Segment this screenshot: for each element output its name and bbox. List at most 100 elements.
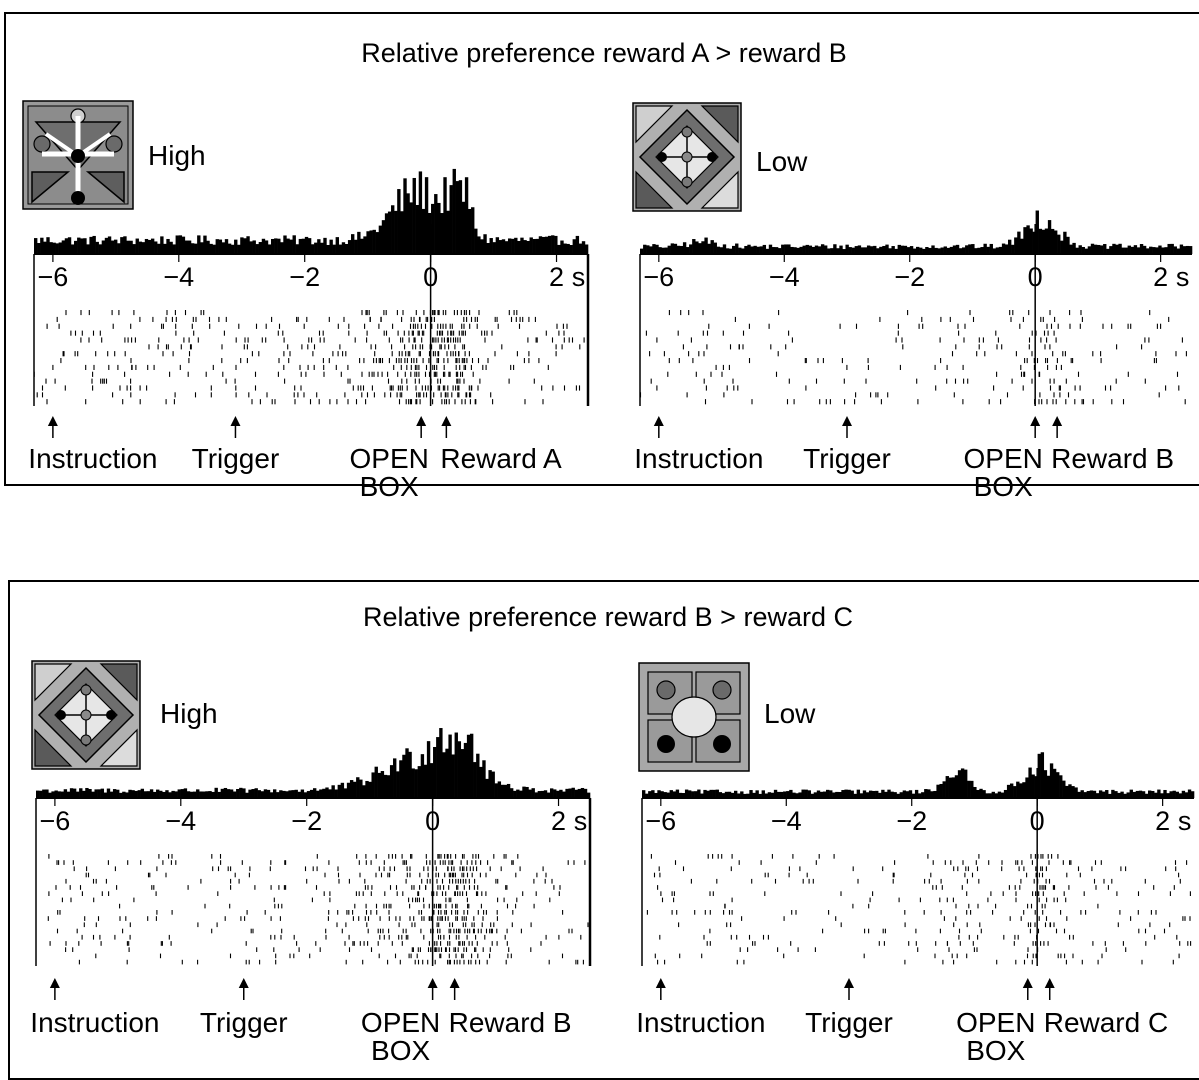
histogram-bar [46, 237, 50, 254]
histogram-bar [104, 237, 109, 254]
histogram-bar [177, 789, 181, 798]
histogram-bar [1080, 790, 1084, 798]
histogram-bar [503, 784, 508, 798]
histogram-bar [995, 247, 1000, 254]
histogram-bar [1178, 793, 1183, 798]
histogram-bar [977, 247, 981, 254]
histogram-bar [1182, 246, 1187, 254]
histogram-bar [372, 229, 376, 254]
histogram-bar [429, 763, 434, 798]
histogram-bar [698, 243, 702, 254]
histogram-bar [64, 238, 69, 254]
event-label: Trigger [200, 1007, 288, 1038]
histogram-bar [39, 790, 43, 798]
histogram-bar [405, 748, 409, 798]
histogram-bar [830, 248, 834, 254]
histogram-bar [197, 235, 201, 254]
histogram-bar [1124, 247, 1128, 254]
histogram-bar [547, 235, 552, 254]
histogram-bar [655, 244, 659, 254]
histogram-bar [394, 210, 398, 254]
histogram-bar [822, 791, 827, 798]
histogram-bar [54, 790, 58, 798]
histogram-bar [713, 242, 717, 254]
histogram-bar [1114, 791, 1118, 798]
histogram-bar [1130, 246, 1135, 254]
histogram-bar [431, 203, 435, 254]
axis-tick-label: 2 [1153, 262, 1168, 292]
histogram-bar [922, 248, 926, 254]
histogram-bar [737, 793, 741, 798]
histogram-bar [157, 243, 161, 254]
histogram-bar [232, 791, 237, 798]
histogram-bar [485, 778, 489, 798]
histogram-bar [970, 780, 974, 798]
histogram-bar [174, 791, 178, 798]
histogram-bar [297, 791, 301, 798]
histogram-bar [406, 193, 410, 254]
histogram-bar [802, 245, 806, 254]
histogram-bar [440, 213, 444, 254]
histogram-bar [442, 752, 446, 798]
histogram-bar [150, 238, 155, 254]
axis-tick-label: −6 [643, 262, 674, 292]
histogram-bar [1100, 245, 1104, 254]
histogram-bar [942, 781, 946, 798]
histogram-bar [239, 787, 243, 798]
histogram-bar [1115, 244, 1119, 254]
histogram-bar [789, 789, 793, 798]
histogram-bar [756, 246, 760, 254]
histogram-bar [89, 236, 93, 254]
histogram-bar [1146, 248, 1150, 254]
histogram-bar [282, 790, 286, 798]
histogram-bar [325, 787, 329, 798]
histogram-bar [202, 791, 206, 798]
histogram-bar [52, 242, 56, 254]
histogram-bar [640, 248, 644, 254]
histogram-bar [421, 208, 426, 254]
histogram-bar [939, 783, 943, 798]
histogram-bar [1155, 247, 1159, 254]
histogram-bar [351, 234, 355, 254]
histogram-bar [811, 246, 816, 254]
histogram-bar [792, 792, 796, 798]
histogram-bar [919, 247, 923, 254]
histogram-bar [1040, 752, 1045, 798]
histogram-bar [943, 246, 947, 254]
histogram-bar [1068, 784, 1072, 798]
histogram-bar [261, 238, 266, 254]
histogram-bar [1141, 791, 1146, 798]
histogram-bar [300, 789, 305, 798]
histogram-bar [159, 790, 163, 798]
histogram-bar [374, 766, 378, 798]
histogram-bar [1047, 220, 1052, 254]
event-arrow [238, 978, 249, 1000]
histogram-bar [387, 211, 392, 254]
histogram-bar [196, 789, 200, 798]
histogram-bar [982, 790, 986, 798]
histogram-bar [338, 244, 343, 254]
histogram-bar [215, 239, 219, 254]
histogram-bar [346, 782, 351, 798]
histogram-bar [223, 787, 228, 798]
histogram-bar [79, 788, 83, 798]
histogram-bar [414, 769, 418, 798]
histogram-bar [183, 788, 188, 798]
histogram-bar [1103, 244, 1107, 254]
axis-tick-label: −2 [289, 262, 320, 292]
axis-tick-label: −4 [769, 262, 800, 292]
histogram-bar [477, 236, 481, 254]
histogram-bar [1066, 236, 1070, 254]
histogram-bar [838, 791, 842, 798]
axis-tick-label: −2 [896, 806, 927, 836]
histogram-bar [741, 248, 745, 254]
event-arrow [416, 416, 427, 438]
histogram-bar [1059, 775, 1063, 798]
histogram-bar [37, 243, 41, 254]
histogram-bar [1014, 237, 1018, 254]
histogram-bar [1038, 228, 1043, 254]
histogram-bar [331, 785, 335, 798]
histogram-bar [230, 244, 235, 254]
histogram-bar [695, 241, 699, 254]
